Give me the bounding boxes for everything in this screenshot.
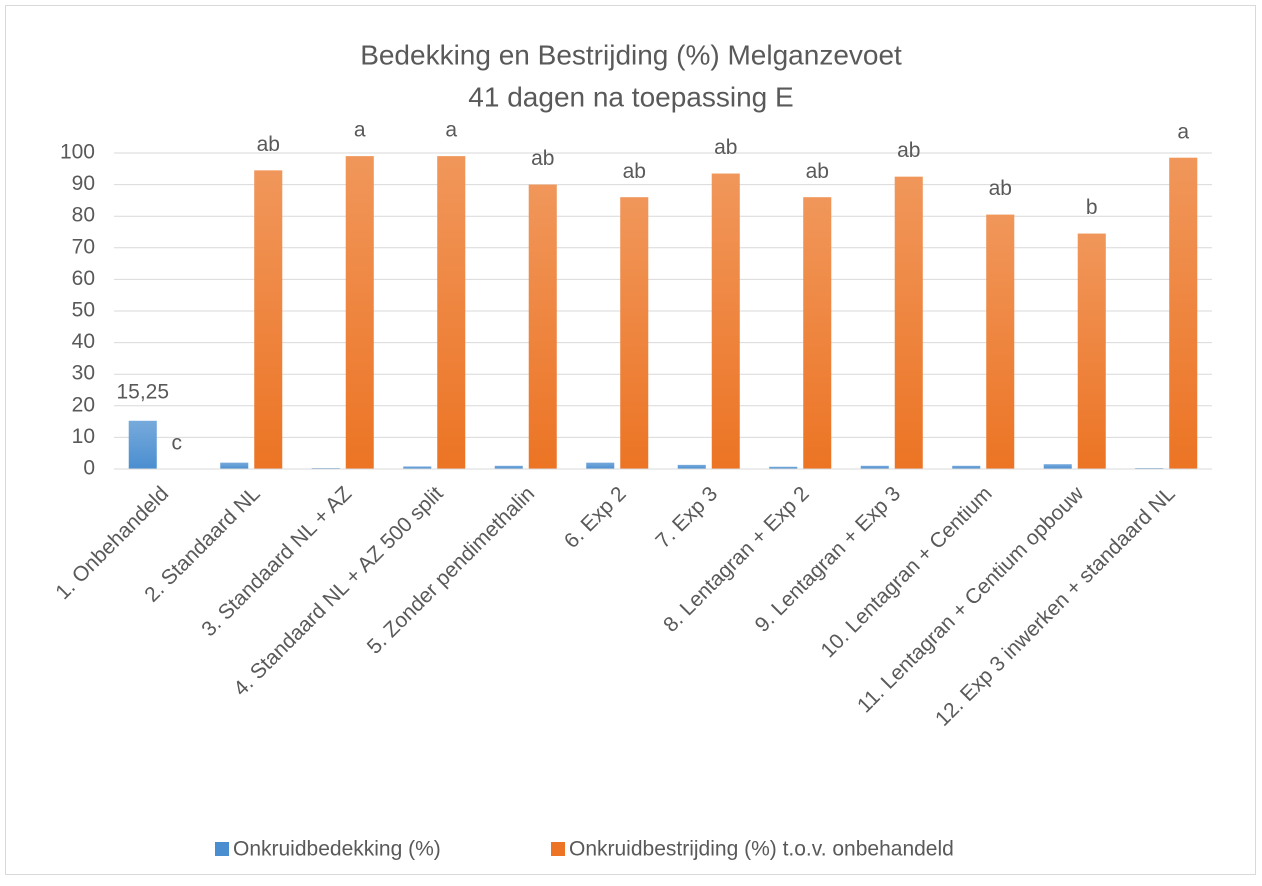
legend-swatch [215,842,229,856]
chart-title: Bedekking en Bestrijding (%) Melganzevoe… [360,39,902,70]
bar-shine [494,465,523,469]
y-tick-label: 30 [72,362,95,385]
bar-shine [586,462,615,469]
significance-label: ab [806,160,829,183]
significance-label: a [1177,120,1189,143]
bar-shine [437,156,466,469]
y-tick-label: 20 [72,393,95,416]
data-label: 15,25 [116,380,169,403]
bar-shine [403,466,432,469]
bar-shine [220,462,249,469]
bar-shine [860,465,889,469]
y-tick-label: 50 [72,299,95,322]
y-tick-label: 90 [72,172,95,195]
significance-label: ab [623,160,646,183]
y-tick-label: 10 [72,425,95,448]
bar-shine [345,156,374,469]
y-tick-label: 80 [72,204,95,227]
significance-label: ab [531,147,554,170]
y-tick-label: 100 [60,141,95,164]
bar-shine [803,197,832,470]
bar-shine [1169,157,1198,470]
significance-label: b [1086,196,1098,219]
legend-swatch [551,842,565,856]
bar-shine [528,184,557,469]
bar-shine [894,176,923,469]
bar-shine [620,197,649,470]
significance-label: ab [714,136,737,159]
legend-label: Onkruidbedekking (%) [233,838,441,861]
bar-shine [254,170,283,469]
y-tick-label: 60 [72,267,95,290]
bar-shine [711,173,740,470]
significance-label: a [354,119,366,142]
bar-shine [1043,464,1072,469]
significance-label: c [172,432,183,455]
significance-label: ab [897,139,920,162]
bar-shine [1077,233,1106,469]
legend-label: Onkruidbestrijding (%) t.o.v. onbehandel… [569,838,954,861]
bar-shine [677,464,706,469]
bar-shine [952,465,981,469]
significance-label: a [445,119,457,142]
bar-shine [986,214,1015,469]
bar-shine [769,466,798,469]
chart-subtitle: 41 dagen na toepassing E [468,81,793,112]
significance-label: ab [989,177,1012,200]
y-tick-label: 70 [72,235,95,258]
y-tick-label: 40 [72,330,95,353]
bar-shine [128,420,157,469]
significance-label: ab [257,133,280,156]
y-tick-label: 0 [83,457,95,480]
